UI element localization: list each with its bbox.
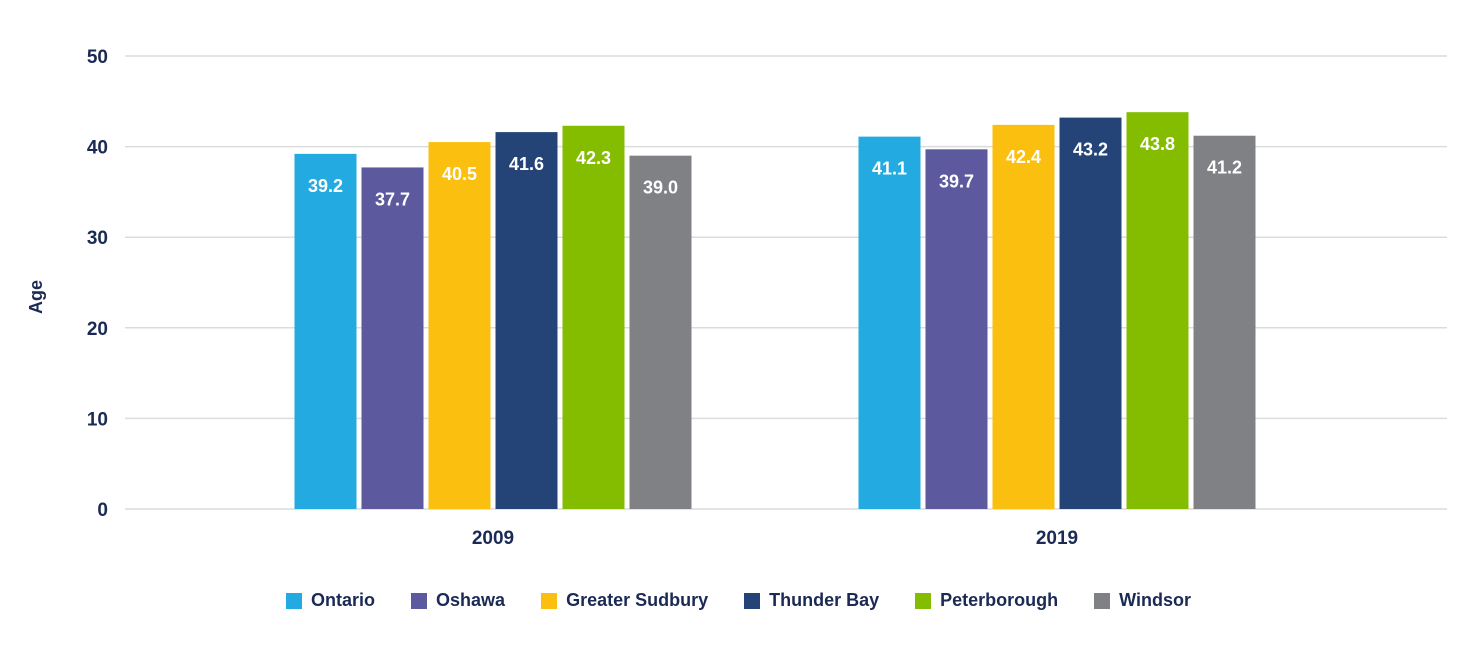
legend-swatch xyxy=(286,592,303,609)
legend: Ontario Oshawa Greater Sudbury Thunder Bay P… xyxy=(0,590,1477,611)
bar-peterborough-2009 xyxy=(562,125,625,510)
legend-label: Oshawa xyxy=(436,590,506,610)
data-label: 43.2 xyxy=(1073,140,1108,160)
data-label: 40.5 xyxy=(442,164,477,184)
data-label: 43.8 xyxy=(1140,134,1175,154)
data-label: 41.6 xyxy=(509,154,544,174)
data-label: 39.7 xyxy=(939,171,974,191)
legend-item-ontario: Ontario xyxy=(286,590,375,611)
legend-item-thunder-bay: Thunder Bay xyxy=(744,590,879,611)
bar-ontario-2009 xyxy=(294,153,357,509)
data-labels: 39.2 37.7 40.5 41.6 42.3 39.0 41.1 39.7 42.4 43.2… xyxy=(308,134,1242,209)
bar-windsor-2019 xyxy=(1193,135,1256,509)
y-tick-label: 10 xyxy=(87,409,108,430)
legend-label: Windsor xyxy=(1119,590,1191,610)
legend-swatch xyxy=(744,592,761,609)
legend-swatch xyxy=(915,592,932,609)
legend-item-greater-sudbury: Greater Sudbury xyxy=(541,590,708,611)
legend-item-peterborough: Peterborough xyxy=(915,590,1058,611)
legend-label: Thunder Bay xyxy=(769,590,880,610)
y-tick-label: 30 xyxy=(87,228,108,249)
bar-oshawa-2009 xyxy=(361,167,424,510)
bar-thunder-bay-2019 xyxy=(1059,117,1122,509)
legend-swatch xyxy=(411,592,428,609)
bars xyxy=(294,112,1256,510)
data-label: 37.7 xyxy=(375,189,410,209)
legend-item-oshawa: Oshawa xyxy=(411,590,505,611)
bar-peterborough-2019 xyxy=(1126,112,1189,509)
legend-item-windsor: Windsor xyxy=(1094,590,1191,611)
legend-swatch xyxy=(541,592,558,609)
bar-greater-sudbury-2009 xyxy=(428,142,491,509)
bar-thunder-bay-2009 xyxy=(495,132,558,509)
bar-windsor-2009 xyxy=(629,155,692,509)
x-tick-label: 2019 xyxy=(1036,528,1078,549)
bar-greater-sudbury-2019 xyxy=(992,124,1055,509)
legend-label: Ontario xyxy=(311,590,376,610)
data-label: 41.1 xyxy=(872,159,907,179)
legend-swatch xyxy=(1094,592,1111,609)
data-label: 42.3 xyxy=(576,148,611,168)
y-axis-label: Age xyxy=(26,280,46,314)
y-tick-label: 50 xyxy=(87,47,108,68)
legend-label: Peterborough xyxy=(940,590,1059,610)
data-label: 42.4 xyxy=(1006,147,1041,167)
y-axis-ticks: 0 10 20 30 40 50 xyxy=(87,47,108,521)
data-label: 41.2 xyxy=(1207,158,1242,178)
bar-ontario-2019 xyxy=(858,136,921,509)
y-tick-label: 20 xyxy=(87,319,108,340)
x-tick-label: 2009 xyxy=(472,528,514,549)
data-label: 39.2 xyxy=(308,176,343,196)
y-tick-label: 0 xyxy=(97,500,108,521)
bar-oshawa-2019 xyxy=(925,149,988,509)
legend-label: Greater Sudbury xyxy=(566,590,709,610)
y-tick-label: 40 xyxy=(87,138,108,159)
data-label: 39.0 xyxy=(643,178,678,198)
x-axis-ticks: 2009 2019 xyxy=(472,528,1078,549)
